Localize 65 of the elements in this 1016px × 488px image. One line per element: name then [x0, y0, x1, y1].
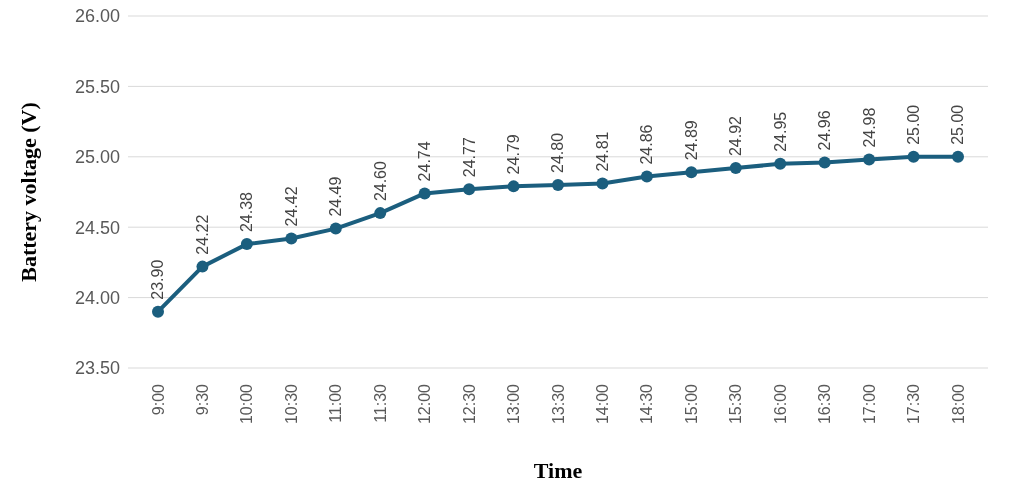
point — [685, 166, 698, 179]
x-tick-label: 11:00 — [327, 383, 345, 423]
x-tick-label: 16:30 — [816, 383, 834, 425]
x-tick-label: 16:00 — [771, 383, 789, 425]
point — [640, 170, 653, 183]
data-label: 24.77 — [460, 137, 478, 178]
data-label: 24.86 — [638, 124, 656, 165]
x-tick-label: 15:30 — [727, 383, 745, 425]
x-tick-label: 18:00 — [949, 383, 967, 425]
y-tick-label: 23.50 — [74, 358, 120, 379]
x-tick-label: 17:00 — [860, 383, 878, 425]
point — [907, 150, 920, 163]
x-tick-label: 15:00 — [682, 383, 700, 425]
data-label: 24.60 — [371, 160, 389, 202]
x-tick-label: 10:30 — [282, 383, 300, 425]
point — [329, 222, 342, 235]
point — [863, 153, 876, 166]
x-tick-label: 12:00 — [416, 383, 434, 425]
point — [463, 183, 476, 196]
point — [952, 150, 964, 163]
point — [240, 238, 253, 251]
point — [418, 187, 431, 200]
data-label: 24.92 — [727, 115, 745, 157]
data-label: 24.81 — [593, 131, 611, 172]
data-label: 24.80 — [549, 132, 567, 173]
data-label: 24.96 — [816, 110, 834, 151]
y-tick-label: 26.00 — [74, 6, 120, 27]
point — [818, 156, 831, 169]
data-label: 24.42 — [282, 186, 300, 227]
x-tick-label: 17:30 — [905, 383, 923, 425]
data-label: 25.00 — [949, 104, 967, 145]
point — [552, 178, 564, 191]
y-tick-label: 25.50 — [74, 76, 120, 97]
data-label: 24.89 — [682, 120, 700, 161]
data-label: 24.38 — [238, 191, 256, 233]
point — [729, 162, 742, 175]
point — [196, 260, 209, 273]
point — [285, 232, 298, 245]
y-tick-label: 25.00 — [74, 147, 120, 168]
data-label: 23.90 — [149, 259, 167, 300]
point — [596, 177, 609, 190]
x-tick-label: 10:00 — [238, 383, 256, 425]
data-label: 24.49 — [327, 176, 345, 217]
y-tick-label: 24.50 — [74, 217, 120, 238]
x-tick-label: 13:30 — [549, 383, 567, 425]
point — [507, 180, 520, 193]
x-tick-label: 14:00 — [593, 383, 611, 425]
data-label: 25.00 — [905, 104, 923, 145]
x-tick-label: 12:30 — [460, 383, 478, 425]
data-label: 24.95 — [771, 111, 789, 152]
x-tick-label: 13:00 — [505, 383, 523, 425]
point — [152, 305, 164, 318]
y-tick-label: 24.00 — [74, 287, 120, 308]
point — [774, 157, 787, 170]
x-tick-label: 9:30 — [193, 383, 211, 416]
data-label: 24.98 — [860, 107, 878, 148]
point — [374, 207, 387, 220]
x-tick-label: 14:30 — [638, 383, 656, 425]
y-axis-title: Battery voltage (V) — [15, 102, 41, 282]
data-label: 24.74 — [416, 141, 434, 182]
x-tick-label: 9:00 — [149, 383, 167, 416]
data-label: 24.79 — [505, 134, 523, 175]
data-label: 24.22 — [193, 214, 211, 255]
x-tick-label: 11:30 — [371, 383, 389, 423]
x-axis-title: Time — [533, 458, 583, 483]
